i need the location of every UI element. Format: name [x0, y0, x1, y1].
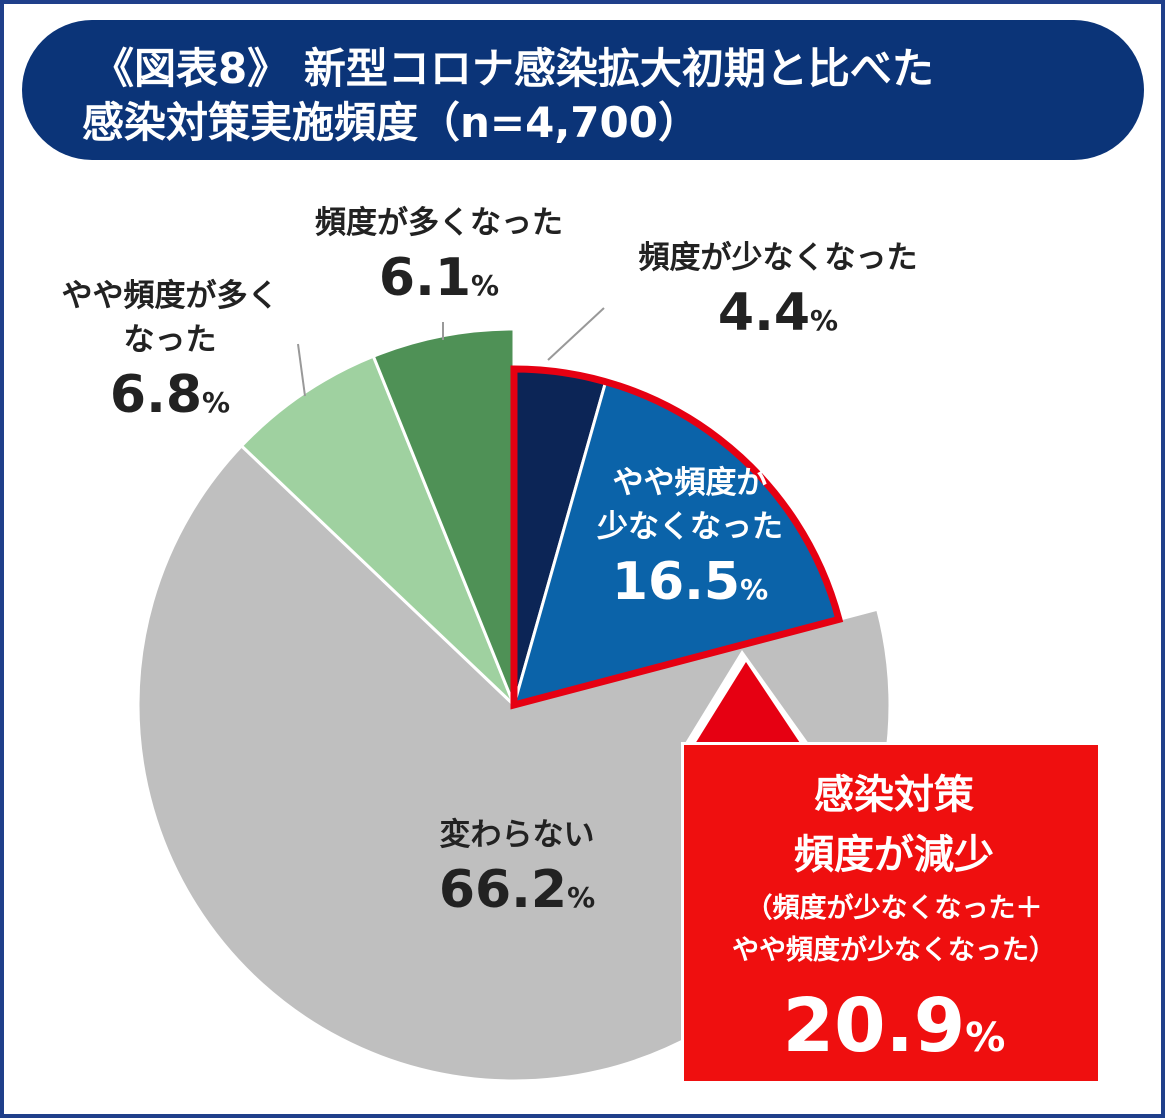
callout-pointer [690, 662, 806, 752]
slice-label-3-line-1: なった [124, 322, 217, 358]
slice-label-4-line-0: 頻度が多くなった [315, 205, 563, 241]
slice-label-1-line-0: やや頻度が [613, 465, 768, 501]
callout-title-line-1: 感染対策 [814, 772, 974, 818]
slice-value-4: 6.1% [379, 248, 499, 308]
highlight-outline [510, 365, 844, 710]
title-banner [22, 20, 1144, 160]
slice-label-2-line-0: 変わらない [440, 817, 595, 853]
slice-value-2: 66.2% [439, 860, 595, 920]
chart-title-line-2: 感染対策実施頻度（n=4,700） [82, 98, 700, 147]
leader-line-3 [297, 343, 306, 397]
callout-value: 20.9% [684, 989, 1104, 1063]
callout-sub-line-2: やや頻度が少なくなった） [732, 935, 1056, 966]
slice-label-1-line-1: 少なくなった [597, 509, 783, 545]
callout-value-number: 20.9 [782, 983, 966, 1069]
leader-line-0 [547, 307, 605, 361]
slice-value-3: 6.8% [110, 365, 230, 425]
highlight-callout: 感染対策 頻度が減少 （頻度が少なくなった＋ やや頻度が少なくなった） 20.9… [681, 742, 1101, 1084]
slice-label-3-line-0: やや頻度が多く [62, 278, 279, 314]
chart-title-line-1: 《図表8》 新型コロナ感染拡大初期と比べた [92, 44, 934, 93]
callout-title-line-2: 頻度が減少 [794, 832, 994, 878]
callout-value-unit: % [965, 1015, 1006, 1061]
slice-label-0-line-0: 頻度が少なくなった [639, 240, 918, 276]
pie-slice-3 [239, 354, 516, 707]
callout-sub-line-1: （頻度が少なくなった＋ [745, 893, 1043, 924]
slice-value-0: 4.4% [718, 283, 838, 343]
slice-value-1: 16.5% [612, 552, 768, 612]
